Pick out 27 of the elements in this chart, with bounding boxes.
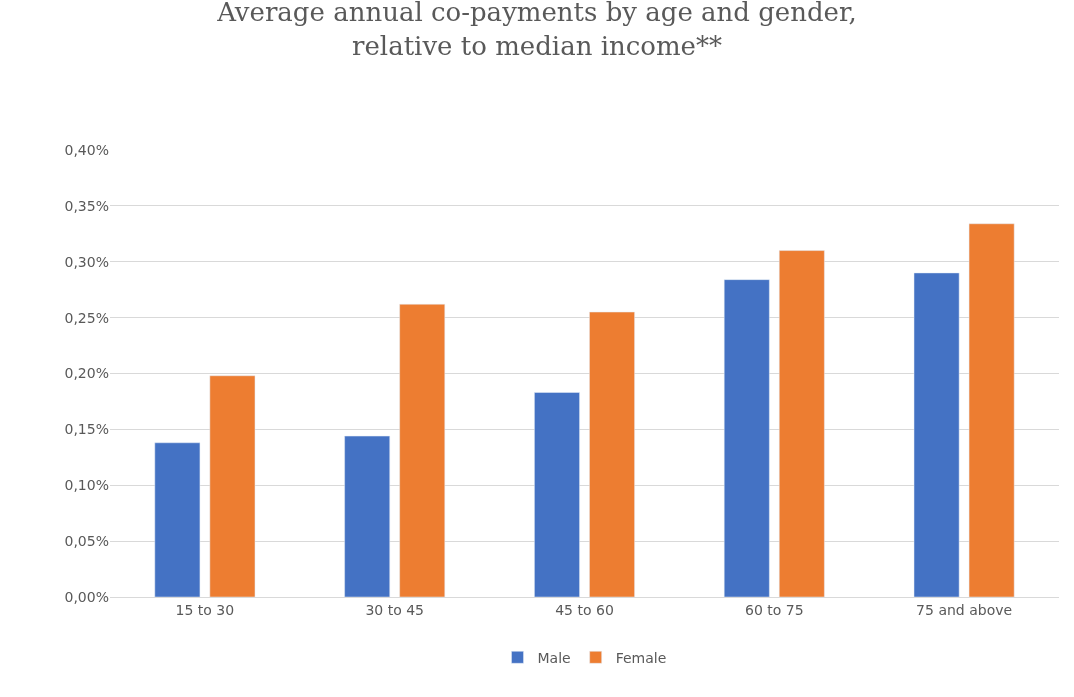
y-tick-label: 0,30% <box>64 253 109 270</box>
y-tick-label: 0,15% <box>64 421 109 438</box>
y-tick-label: 0,25% <box>64 309 109 326</box>
bar <box>913 272 960 597</box>
y-tick-label: 0,35% <box>64 197 109 214</box>
bar <box>589 311 635 597</box>
bar <box>209 375 256 597</box>
legend-label: Female <box>615 649 667 666</box>
chart-title: Average annual co-payments by age and gender, relative to median income** <box>216 0 857 61</box>
bar <box>779 250 825 597</box>
x-tick-label: 45 to 60 <box>555 601 614 618</box>
x-tick-label: 15 to 30 <box>175 601 235 618</box>
legend-label: Male <box>537 649 571 666</box>
y-tick-label: 0,00% <box>64 588 109 605</box>
bar <box>534 392 580 597</box>
x-tick-label: 75 and above <box>916 601 1013 618</box>
y-tick-label: 0,05% <box>64 533 109 550</box>
x-tick-label: 30 to 45 <box>365 601 424 618</box>
bar <box>344 435 390 597</box>
bar <box>723 279 770 597</box>
bar <box>399 303 446 597</box>
y-tick-label: 0,10% <box>64 477 109 494</box>
x-tick-label: 60 to 75 <box>745 601 804 618</box>
y-tick-label: 0,40% <box>64 141 109 158</box>
bar <box>154 442 201 597</box>
y-tick-label: 0,20% <box>64 365 109 382</box>
bar <box>968 223 1015 597</box>
